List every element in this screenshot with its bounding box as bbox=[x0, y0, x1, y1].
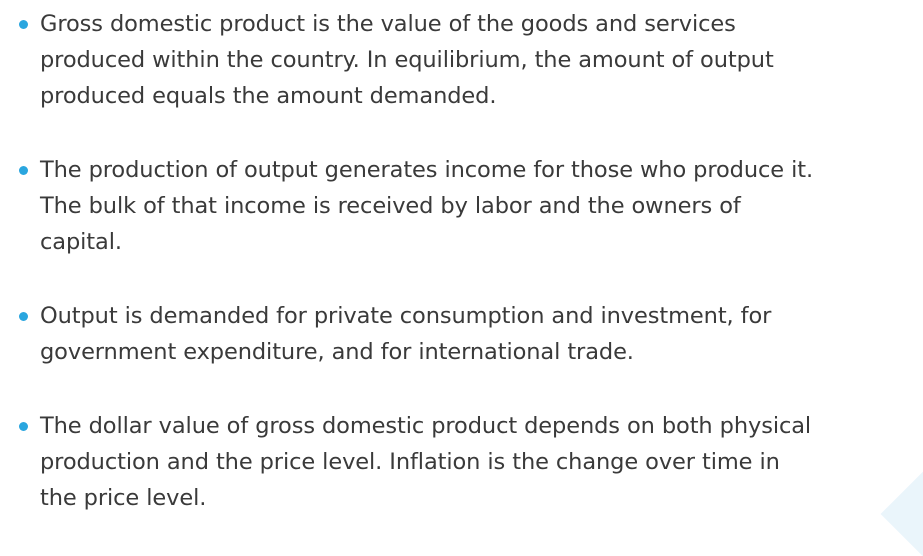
bullet-item: Output is demanded for private consumpti… bbox=[0, 298, 923, 370]
bullet-text: produced equals the amount demanded. bbox=[40, 83, 497, 109]
bullet-dot bbox=[19, 312, 28, 321]
bullet-item: The production of output generates incom… bbox=[0, 152, 923, 260]
bullet-dot bbox=[19, 422, 28, 431]
bullet-text: Output is demanded for private consumpti… bbox=[40, 303, 772, 329]
bullet-item: The dollar value of gross domestic produ… bbox=[0, 408, 923, 516]
page: Gross domestic product is the value of t… bbox=[19, 11, 923, 556]
bullet-list: Gross domestic product is the value of t… bbox=[0, 6, 923, 554]
bullet-text: The bulk of that income is received by l… bbox=[40, 193, 741, 219]
bullet-dot bbox=[19, 166, 28, 175]
bullet-text: production and the price level. Inflatio… bbox=[40, 449, 780, 475]
bullet-text: Gross domestic product is the value of t… bbox=[40, 11, 736, 37]
bullet-text: The dollar value of gross domestic produ… bbox=[40, 413, 812, 439]
bullet-dot bbox=[19, 20, 28, 29]
bullet-text: The production of output generates incom… bbox=[40, 157, 814, 183]
bullet-text: the price level. bbox=[40, 485, 207, 511]
bullet-text: capital. bbox=[40, 229, 122, 255]
bullet-item: Gross domestic product is the value of t… bbox=[0, 6, 923, 114]
bullet-text: produced within the country. In equilibr… bbox=[40, 47, 774, 73]
bullet-text: government expenditure, and for internat… bbox=[40, 339, 634, 365]
